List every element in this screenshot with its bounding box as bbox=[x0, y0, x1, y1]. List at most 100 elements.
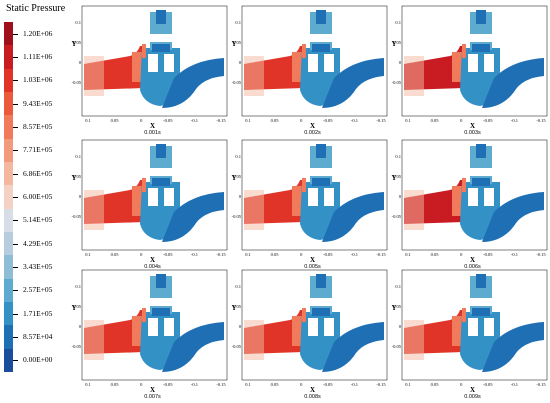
y-tick-label: 0.05 bbox=[233, 174, 242, 179]
legend-label: 2.57E+05 bbox=[23, 285, 53, 295]
outlet-pipe bbox=[482, 322, 544, 372]
y-axis-label: Y bbox=[71, 174, 76, 182]
y-tick-label: 0.1 bbox=[395, 284, 401, 289]
contour-panel: 0.1 0.05 0 -0.05 -0.1 -0.15 0.1 0.05 0 -0.05 X Y 0.0… bbox=[391, 138, 550, 271]
x-tick-label: -0.1 bbox=[351, 382, 358, 387]
x-tick-label: -0.15 bbox=[376, 382, 386, 387]
y-tick-label: 0.1 bbox=[395, 154, 401, 159]
legend-tick bbox=[13, 220, 18, 222]
x-tick-label: 0.05 bbox=[431, 382, 440, 387]
seat-edge bbox=[462, 178, 466, 192]
x-tick-label: 0 bbox=[300, 118, 303, 123]
x-tick-label: -0.05 bbox=[483, 252, 493, 257]
legend-swatch bbox=[4, 45, 13, 70]
x-tick-label: 0.1 bbox=[245, 118, 251, 123]
x-tick-label: -0.15 bbox=[216, 382, 226, 387]
legend-swatch bbox=[4, 162, 13, 186]
x-tick-label: 0.05 bbox=[111, 118, 120, 123]
plug-gap-right bbox=[164, 54, 174, 72]
legend-tick bbox=[13, 267, 18, 268]
y-tick-label: -0.05 bbox=[232, 344, 242, 349]
legend-swatch bbox=[4, 138, 13, 163]
bonnet-gap bbox=[304, 168, 338, 176]
y-tick-label: 0.05 bbox=[393, 40, 402, 45]
legend-swatch bbox=[4, 278, 13, 303]
contour-panel: 0.1 0.05 0 -0.05 -0.1 -0.15 0.1 0.05 0 -0.05 X Y 0.0… bbox=[231, 4, 390, 137]
y-tick-label: 0.05 bbox=[393, 174, 402, 179]
y-tick-label: 0 bbox=[79, 194, 82, 199]
y-axis-label: Y bbox=[391, 304, 396, 312]
contour-panel: 0.1 0.05 0 -0.05 -0.1 -0.15 0.1 0.05 0 -0.05 X Y 0.0… bbox=[231, 138, 390, 271]
seat-edge bbox=[302, 178, 306, 192]
x-tick-label: -0.1 bbox=[351, 118, 358, 123]
valve-stem bbox=[156, 10, 166, 24]
time-caption: 0.008s bbox=[304, 394, 321, 400]
x-tick-label: 0.1 bbox=[245, 252, 251, 257]
time-caption: 0.003s bbox=[464, 130, 481, 136]
x-tick-label: -0.05 bbox=[483, 382, 493, 387]
x-tick-label: 0.05 bbox=[111, 382, 120, 387]
plug bbox=[312, 178, 330, 186]
x-tick-label: -0.15 bbox=[216, 118, 226, 123]
legend-tick bbox=[13, 80, 18, 82]
y-tick-label: 0 bbox=[239, 60, 242, 65]
valve-stem bbox=[156, 274, 166, 288]
inlet-edge bbox=[244, 190, 264, 230]
x-axis-label: X bbox=[150, 122, 155, 130]
plug bbox=[312, 44, 330, 52]
x-tick-label: -0.15 bbox=[536, 382, 546, 387]
colorbar-legend: Static Pressure 1.20E+06 1.11E+06 1.03E+06… bbox=[0, 0, 75, 403]
y-tick-label: 0 bbox=[239, 194, 242, 199]
legend-swatch bbox=[4, 22, 13, 46]
legend-swatch bbox=[4, 302, 13, 326]
outlet-pipe bbox=[162, 192, 224, 242]
inlet-edge bbox=[404, 320, 424, 360]
bonnet-gap bbox=[464, 298, 498, 306]
legend-tick bbox=[13, 360, 18, 362]
legend-label: 1.03E+06 bbox=[23, 75, 53, 85]
x-tick-label: -0.05 bbox=[483, 118, 493, 123]
bonnet-gap bbox=[144, 34, 178, 42]
legend-label: 1.11E+06 bbox=[23, 52, 53, 61]
x-tick-label: -0.15 bbox=[376, 252, 386, 257]
plug-gap-left bbox=[308, 54, 318, 72]
y-axis-label: Y bbox=[231, 304, 236, 312]
time-caption: 0.006s bbox=[464, 264, 481, 270]
plug-gap-left bbox=[148, 318, 158, 336]
inlet-edge bbox=[404, 56, 424, 96]
plug-gap-right bbox=[484, 188, 494, 206]
legend-tick bbox=[13, 197, 18, 198]
x-tick-label: -0.15 bbox=[376, 118, 386, 123]
bonnet-gap bbox=[304, 34, 338, 42]
x-tick-label: 0.1 bbox=[85, 382, 91, 387]
contour-panel: 0.1 0.05 0 -0.05 -0.1 -0.15 0.1 0.05 0 -0.05 X Y 0.0… bbox=[391, 4, 550, 137]
time-caption: 0.002s bbox=[304, 130, 321, 136]
y-tick-label: 0 bbox=[79, 60, 82, 65]
plug bbox=[312, 308, 330, 316]
y-axis-label: Y bbox=[231, 40, 236, 48]
legend-swatch bbox=[4, 255, 13, 280]
x-tick-label: -0.05 bbox=[323, 252, 333, 257]
plug bbox=[472, 308, 490, 316]
plug-gap-left bbox=[468, 54, 478, 72]
seat-edge bbox=[302, 44, 306, 58]
x-tick-label: 0 bbox=[460, 252, 463, 257]
y-tick-label: -0.05 bbox=[72, 80, 82, 85]
time-caption: 0.001s bbox=[144, 130, 161, 136]
y-tick-label: -0.05 bbox=[72, 344, 82, 349]
legend-tick bbox=[13, 313, 18, 315]
x-tick-label: -0.1 bbox=[191, 118, 198, 123]
legend-swatch bbox=[4, 115, 13, 140]
legend-label: 5.14E+05 bbox=[23, 215, 53, 225]
inlet-edge bbox=[84, 56, 104, 96]
legend-tick bbox=[13, 173, 18, 175]
y-tick-label: 0.1 bbox=[75, 154, 81, 159]
y-tick-label: 0.05 bbox=[73, 174, 82, 179]
legend-label: 4.29E+05 bbox=[23, 238, 53, 248]
legend-label: 9.43E+05 bbox=[23, 98, 53, 108]
x-tick-label: 0.1 bbox=[405, 382, 411, 387]
outlet-pipe bbox=[322, 322, 384, 372]
legend-tick bbox=[13, 337, 18, 338]
legend-label: 0.00E+00 bbox=[23, 355, 53, 365]
x-tick-label: -0.1 bbox=[351, 252, 358, 257]
